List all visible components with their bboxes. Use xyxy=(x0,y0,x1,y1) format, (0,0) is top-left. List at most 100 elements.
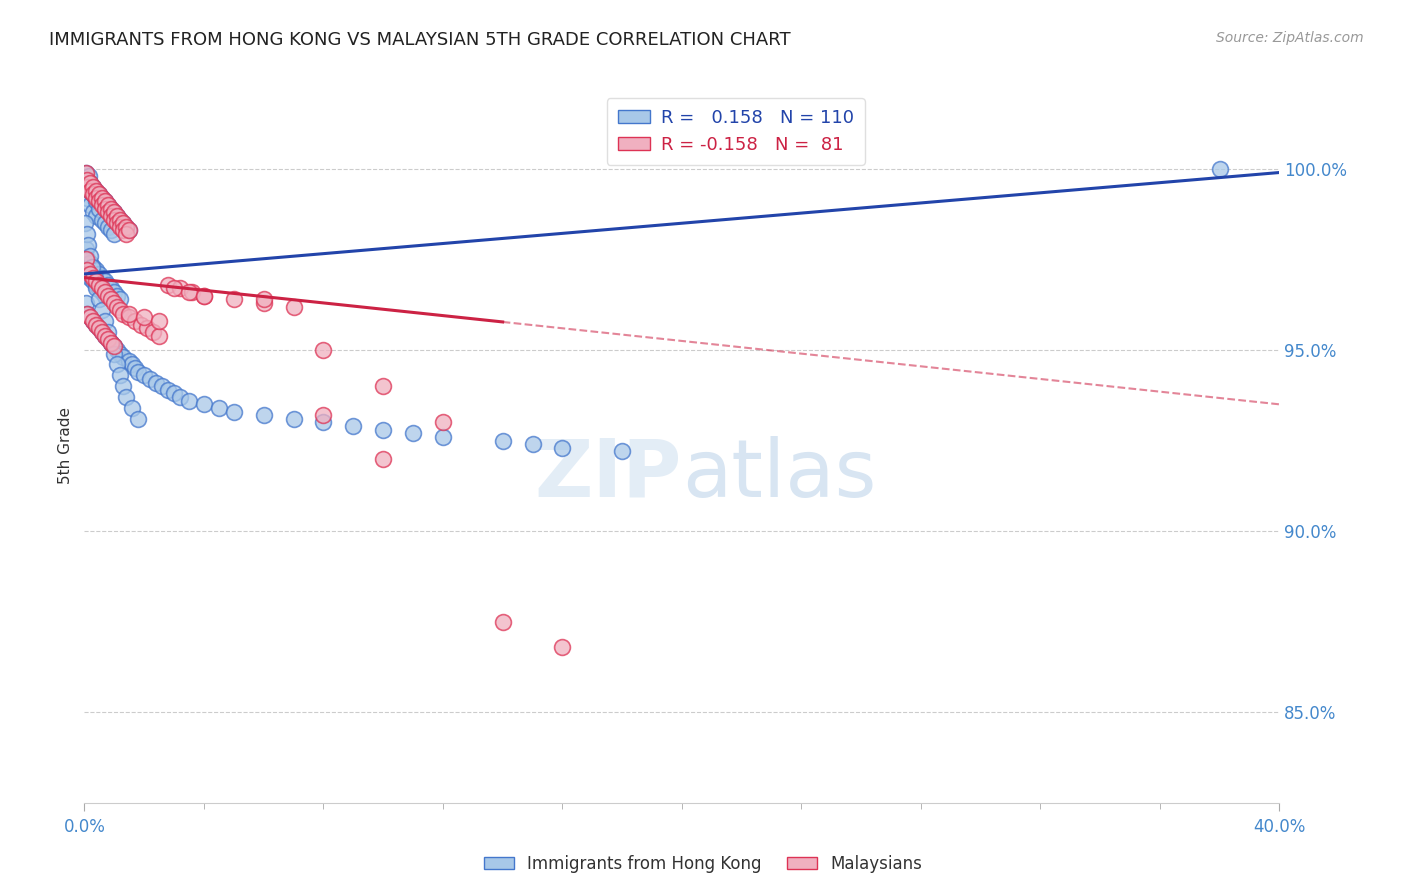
Point xyxy=(373,451,395,466)
Point xyxy=(118,310,141,325)
Point xyxy=(86,184,108,198)
Point xyxy=(169,281,191,295)
Point xyxy=(100,223,122,237)
Point xyxy=(97,325,120,339)
Point xyxy=(82,314,104,328)
Point xyxy=(91,281,114,295)
Point xyxy=(94,274,117,288)
Point xyxy=(112,307,135,321)
Point xyxy=(97,332,120,346)
Point xyxy=(118,354,141,368)
Point xyxy=(75,216,97,230)
Point xyxy=(76,263,98,277)
Point xyxy=(100,335,122,350)
Point xyxy=(86,194,108,209)
Point xyxy=(110,219,132,234)
Point xyxy=(127,412,149,426)
Point xyxy=(115,390,138,404)
Point xyxy=(105,300,128,314)
Point xyxy=(105,216,128,230)
Point xyxy=(129,318,152,332)
Point xyxy=(89,202,111,216)
Point xyxy=(94,194,117,209)
Point xyxy=(193,288,215,302)
Point xyxy=(103,346,125,360)
Point xyxy=(118,307,141,321)
Point xyxy=(157,277,180,292)
Point xyxy=(82,274,104,288)
Point xyxy=(115,219,138,234)
Legend: R =   0.158   N = 110, R = -0.158   N =  81: R = 0.158 N = 110, R = -0.158 N = 81 xyxy=(607,98,865,165)
Point xyxy=(76,307,98,321)
Point xyxy=(312,343,335,357)
Point xyxy=(222,404,245,418)
Point xyxy=(89,187,111,202)
Point xyxy=(110,293,132,307)
Point xyxy=(110,346,132,360)
Point xyxy=(163,281,186,295)
Legend: Immigrants from Hong Kong, Malaysians: Immigrants from Hong Kong, Malaysians xyxy=(477,848,929,880)
Point xyxy=(91,303,114,318)
Point xyxy=(373,379,395,393)
Point xyxy=(177,393,200,408)
Point xyxy=(103,205,125,219)
Point xyxy=(253,296,276,310)
Text: ZIP: ZIP xyxy=(534,435,682,514)
Point xyxy=(77,169,100,183)
Point xyxy=(312,416,335,430)
Point xyxy=(373,423,395,437)
Point xyxy=(97,277,120,292)
Point xyxy=(253,293,276,307)
Point xyxy=(91,212,114,227)
Point xyxy=(127,365,149,379)
Point xyxy=(79,310,101,325)
Point xyxy=(86,277,108,292)
Point xyxy=(208,401,231,415)
Point xyxy=(75,165,97,179)
Point xyxy=(75,242,97,256)
Point xyxy=(193,288,215,302)
Point xyxy=(79,177,101,191)
Point xyxy=(118,223,141,237)
Point xyxy=(110,212,132,227)
Point xyxy=(97,198,120,212)
Point xyxy=(75,252,97,267)
Point xyxy=(79,270,101,285)
Point xyxy=(75,165,97,179)
Point xyxy=(94,328,117,343)
Point xyxy=(91,191,114,205)
Point xyxy=(86,318,108,332)
Point xyxy=(89,321,111,335)
Point xyxy=(76,191,98,205)
Point xyxy=(89,281,111,295)
Point xyxy=(76,252,98,267)
Point xyxy=(124,361,146,376)
Point xyxy=(136,321,159,335)
Point xyxy=(612,444,634,458)
Point xyxy=(1209,161,1232,176)
Point xyxy=(105,288,128,302)
Y-axis label: 5th Grade: 5th Grade xyxy=(58,408,73,484)
Point xyxy=(253,408,276,422)
Point xyxy=(103,339,125,353)
Point xyxy=(82,187,104,202)
Point xyxy=(121,358,143,372)
Point xyxy=(97,288,120,302)
Point xyxy=(79,177,101,191)
Point xyxy=(121,401,143,415)
Point xyxy=(492,615,515,629)
Point xyxy=(94,194,117,209)
Point xyxy=(82,180,104,194)
Point xyxy=(103,339,125,353)
Point xyxy=(148,328,170,343)
Point xyxy=(150,379,173,393)
Point xyxy=(86,318,108,332)
Point xyxy=(79,267,101,281)
Point xyxy=(82,270,104,285)
Point xyxy=(76,173,98,187)
Point xyxy=(112,216,135,230)
Point xyxy=(91,191,114,205)
Point xyxy=(112,223,135,237)
Point xyxy=(177,285,200,299)
Point xyxy=(283,412,305,426)
